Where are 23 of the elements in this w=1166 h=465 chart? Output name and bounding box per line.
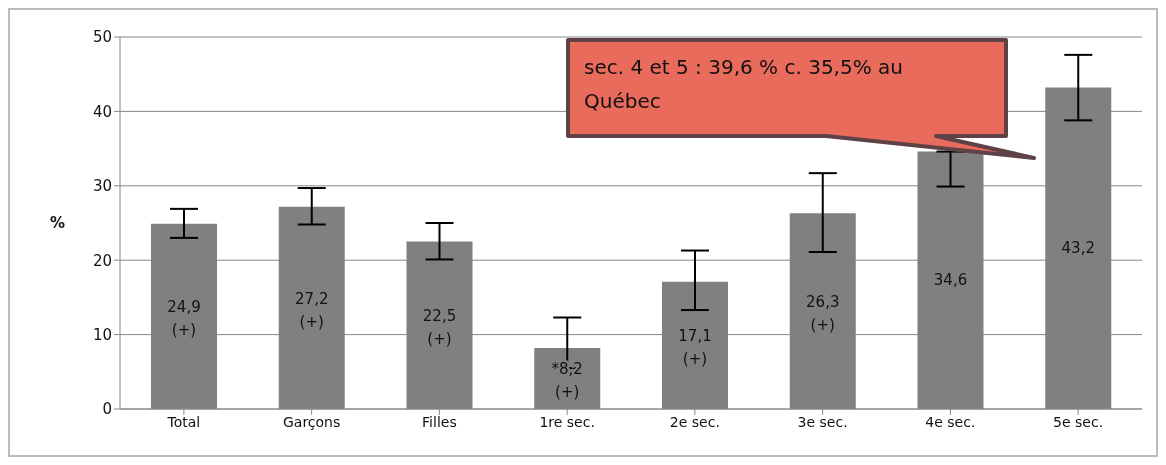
x-tick-label: 1re sec.: [539, 413, 595, 430]
x-tick-label: Garçons: [282, 413, 341, 430]
x-tick-label: Filles: [422, 413, 457, 430]
y-axis-title: %: [50, 214, 66, 233]
data-label: 17,1 (+): [678, 327, 712, 369]
data-label: 24,9 (+): [167, 298, 201, 340]
y-tick-label: 40: [92, 102, 112, 121]
y-tick-label: 20: [92, 251, 112, 270]
x-tick-label: Total: [166, 413, 201, 430]
data-label: 22,5 (+): [422, 307, 457, 349]
annotation: sec. 4 et 5 : 39,6 % c. 35,5% au Québec: [584, 54, 904, 115]
x-tick-label: 4e sec.: [925, 413, 976, 430]
y-tick-label: 0: [102, 400, 112, 419]
y-tick-label: 50: [92, 28, 112, 47]
data-label: 43,2: [1061, 239, 1095, 258]
data-label: 26,3 (+): [806, 293, 840, 335]
data-label: 27,2 (+): [295, 289, 329, 331]
x-tick-label: 3e sec.: [797, 413, 848, 430]
y-tick-label: 30: [92, 177, 112, 196]
x-tick-label: 5e sec.: [1053, 413, 1104, 430]
x-tick-label: 2e sec.: [669, 413, 720, 430]
y-tick-label: 10: [92, 325, 112, 344]
data-label: 34,6: [933, 271, 968, 290]
